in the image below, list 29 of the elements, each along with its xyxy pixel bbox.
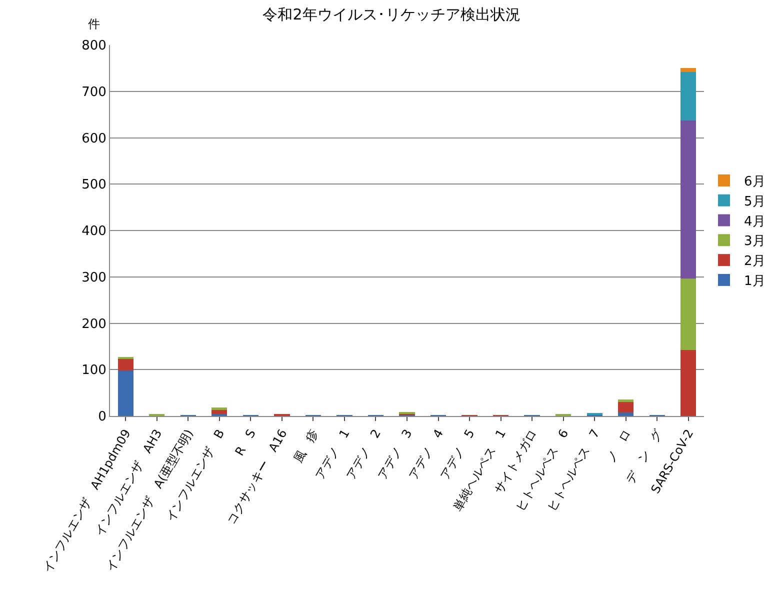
bar xyxy=(680,278,696,350)
y-tick-label: 400 xyxy=(82,224,106,240)
x-tick-label: R S xyxy=(232,426,258,458)
legend-label: 6月 xyxy=(744,174,766,190)
y-tick-label: 200 xyxy=(82,316,106,332)
bar xyxy=(618,412,634,416)
y-tick-label: 300 xyxy=(82,270,106,286)
bar xyxy=(680,68,696,72)
bar xyxy=(680,350,696,416)
legend-label: 4月 xyxy=(744,214,766,230)
x-tick-label: 風 疹 xyxy=(290,426,322,466)
y-tick-label: 0 xyxy=(98,410,106,425)
bar xyxy=(118,358,134,371)
legend-label: 3月 xyxy=(744,234,766,250)
x-tick-label: ノ ロ xyxy=(604,426,634,466)
bar xyxy=(118,370,134,416)
legend-label: 1月 xyxy=(744,274,766,290)
legend-label: 2月 xyxy=(744,254,766,270)
bar xyxy=(618,402,634,412)
y-tick-label: 500 xyxy=(82,178,106,193)
legend-label: 5月 xyxy=(744,194,766,210)
bar xyxy=(680,72,696,121)
chart-title: 令和2年ウイルス･リケッチア検出状況 xyxy=(262,5,520,24)
bar xyxy=(680,120,696,278)
y-tick-label: 700 xyxy=(82,84,106,100)
y-tick-label: 800 xyxy=(82,38,106,54)
y-tick-label: 600 xyxy=(82,131,106,146)
y-axis-title: 件 xyxy=(88,17,100,31)
y-tick-label: 100 xyxy=(82,363,106,378)
